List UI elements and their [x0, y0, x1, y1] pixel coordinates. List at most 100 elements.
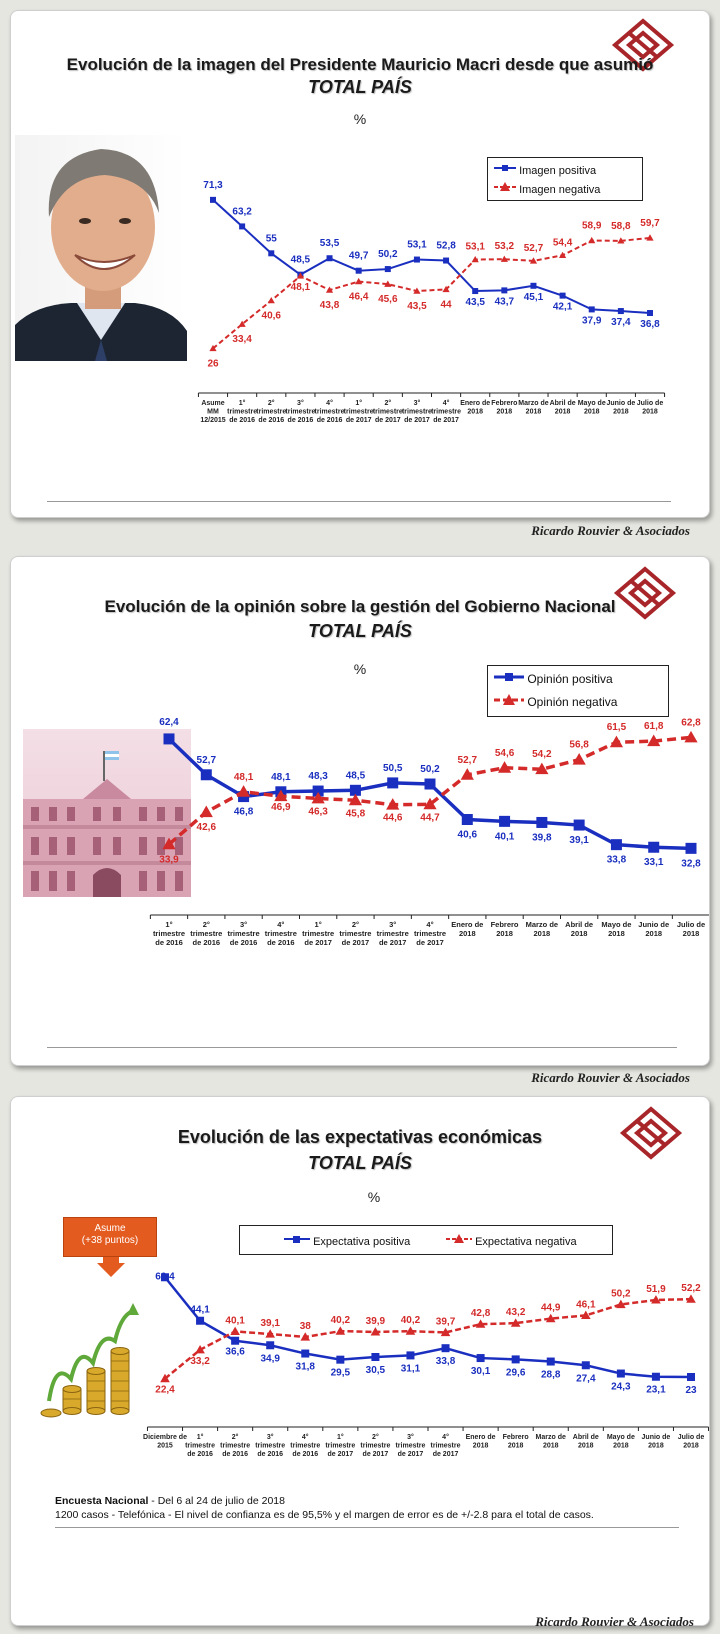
data-label-negative: 45,8	[346, 808, 366, 819]
data-point-negative	[195, 1345, 205, 1354]
data-label-negative: 58,8	[611, 221, 631, 232]
data-point-negative	[265, 1329, 275, 1338]
unit-label: %	[353, 661, 367, 677]
data-label-negative: 50,2	[611, 1288, 631, 1299]
data-label-negative: 33,9	[159, 854, 179, 865]
data-point-positive	[581, 1361, 590, 1370]
data-label-negative: 42,8	[471, 1308, 491, 1319]
series-line-positive	[164, 1276, 692, 1379]
data-point-positive	[268, 250, 275, 257]
data-label-negative: 46,4	[349, 292, 369, 303]
data-point-negative	[647, 734, 661, 747]
data-label-positive: 50,2	[420, 764, 440, 775]
data-point-positive	[355, 267, 362, 274]
data-label-positive: 37,4	[611, 317, 631, 328]
x-tick-label: Febrero 2018	[491, 400, 517, 416]
x-tick-label: 2° trimestre de 2016	[220, 1433, 250, 1458]
x-tick-label: 4° trimestre de 2016	[315, 399, 345, 424]
data-label-positive: 36,8	[640, 319, 660, 330]
president-photo	[15, 135, 187, 361]
data-point-positive	[301, 1349, 310, 1358]
data-point-positive	[472, 288, 479, 295]
x-tick-label: Julio de 2018	[637, 400, 664, 416]
data-point-positive	[511, 1355, 520, 1364]
divider	[55, 1527, 679, 1528]
casa-rosada	[23, 729, 191, 897]
data-point-negative	[471, 255, 479, 263]
x-tick-label: 3° trimestre de 2016	[285, 399, 315, 424]
legend-marker-positive	[284, 1236, 310, 1243]
data-label-positive: 27,4	[576, 1373, 596, 1384]
x-tick-label: 1° trimestre de 2016	[185, 1433, 215, 1458]
divider	[47, 501, 671, 502]
data-point-positive	[617, 308, 624, 315]
data-point-negative	[475, 1319, 486, 1328]
data-point-negative	[581, 1310, 591, 1319]
data-point-negative	[209, 344, 217, 352]
data-label-negative: 22,4	[155, 1385, 175, 1396]
data-label-positive: 42,1	[553, 302, 573, 313]
x-tick-label: Mayo de 2018	[578, 400, 606, 416]
data-label-positive: 43,7	[495, 296, 515, 307]
data-label-positive: 46,8	[234, 807, 254, 818]
credit: Ricardo Rouvier & Asociados	[531, 523, 690, 538]
data-point-negative	[267, 296, 275, 304]
x-tick-label: Abril de 2018	[565, 920, 593, 938]
data-point-negative	[384, 280, 392, 287]
data-point-negative	[510, 1318, 521, 1327]
data-label-negative: 44,9	[541, 1303, 561, 1314]
x-tick-label: Diciembre de 2015	[143, 1434, 187, 1450]
data-label-positive: 48,5	[346, 770, 366, 781]
x-tick-label: Enero de 2018	[466, 1434, 496, 1450]
data-label-negative: 44,7	[420, 812, 440, 823]
data-label-negative: 54,2	[532, 749, 552, 760]
data-label-negative: 44	[441, 299, 453, 310]
data-point-positive	[312, 785, 324, 797]
legend-label-positive: Expectativa positiva	[313, 1236, 411, 1248]
slide-imagen-presidente: Evolución de la imagen del Presidente Ma…	[10, 10, 710, 518]
data-label-positive: 29,6	[506, 1367, 526, 1378]
data-point-negative	[440, 1327, 451, 1337]
x-tick-label: Enero de 2018	[451, 920, 483, 938]
data-point-negative	[684, 730, 698, 743]
data-label-negative: 54,4	[553, 237, 573, 248]
data-point-positive	[687, 1373, 695, 1381]
legend: Imagen positiva Imagen negativa	[487, 157, 643, 201]
data-point-positive	[163, 733, 175, 745]
data-point-negative	[609, 735, 624, 748]
data-label-negative: 53,1	[465, 242, 485, 253]
x-tick-label: 1° trimestre de 2017	[344, 399, 374, 424]
x-tick-label: 3° trimestre de 2016	[255, 1433, 285, 1458]
data-point-positive	[196, 1316, 205, 1325]
data-label-negative: 59,7	[640, 218, 660, 229]
data-label-positive: 62,4	[159, 717, 179, 728]
data-label-negative: 48,1	[291, 282, 311, 293]
data-point-negative	[460, 768, 474, 780]
divider	[47, 1047, 677, 1048]
data-label-positive: 50,5	[383, 763, 403, 774]
data-point-positive	[546, 1357, 555, 1366]
data-point-negative	[616, 1299, 626, 1309]
x-tick-label: 4° trimestre de 2017	[414, 920, 446, 947]
x-tick-label: Junio de 2018	[606, 400, 635, 416]
data-point-negative	[335, 1326, 346, 1335]
data-point-negative	[355, 277, 363, 285]
legend-label-negative: Expectativa negativa	[475, 1236, 577, 1248]
data-label-negative: 39,9	[366, 1316, 386, 1327]
data-label-negative: 52,2	[681, 1283, 701, 1294]
data-point-negative	[423, 797, 437, 810]
data-label-positive: 39,8	[532, 832, 552, 843]
data-label-negative: 51,9	[646, 1284, 666, 1295]
data-point-negative	[236, 785, 251, 797]
data-point-negative	[238, 320, 246, 327]
data-label-positive: 23	[685, 1385, 697, 1396]
data-point-positive	[413, 256, 420, 263]
data-label-positive: 37,9	[582, 315, 602, 326]
data-point-positive	[647, 310, 653, 317]
data-label-positive: 28,8	[541, 1370, 561, 1381]
data-label-positive: 33,8	[607, 855, 627, 866]
x-tick-label: Febrero 2018	[491, 920, 519, 938]
data-point-negative	[545, 1313, 556, 1323]
data-point-positive	[588, 306, 595, 313]
